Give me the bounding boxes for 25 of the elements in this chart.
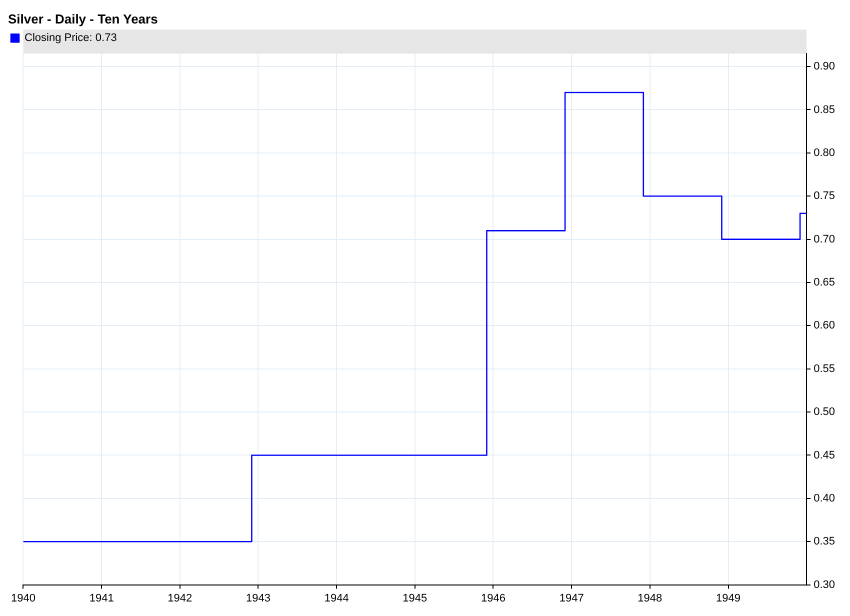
legend-label: Closing Price: 0.73	[24, 32, 117, 44]
y-tick-label: 0.65	[814, 276, 836, 289]
x-tick-label: 1942	[168, 592, 192, 604]
chart-title: Silver - Daily - Ten Years	[8, 11, 158, 26]
x-tick-label: 1946	[481, 592, 506, 604]
y-tick-label: 0.30	[814, 578, 836, 591]
y-tick-label: 0.50	[814, 406, 836, 418]
x-tick-label: 1949	[716, 592, 740, 604]
y-tick-label: 0.40	[814, 492, 836, 504]
x-tick-label: 1941	[89, 592, 114, 604]
y-tick-label: 0.70	[814, 233, 836, 246]
y-tick-label: 0.80	[814, 146, 836, 159]
y-tick-label: 0.85	[814, 104, 836, 116]
x-tick-label: 1948	[638, 592, 662, 604]
x-tick-label: 1945	[402, 592, 428, 604]
x-tick-label: 1940	[10, 592, 36, 604]
y-tick-label: 0.75	[814, 190, 836, 202]
y-tick-label: 0.60	[814, 320, 836, 332]
y-tick-label: 0.90	[814, 60, 836, 73]
x-tick-label: 1947	[559, 592, 584, 604]
x-tick-label: 1944	[324, 592, 349, 604]
y-tick-label: 0.55	[814, 362, 836, 375]
x-tick-label: 1943	[246, 592, 270, 604]
y-tick-label: 0.45	[814, 449, 836, 462]
y-tick-label: 0.35	[814, 536, 836, 548]
